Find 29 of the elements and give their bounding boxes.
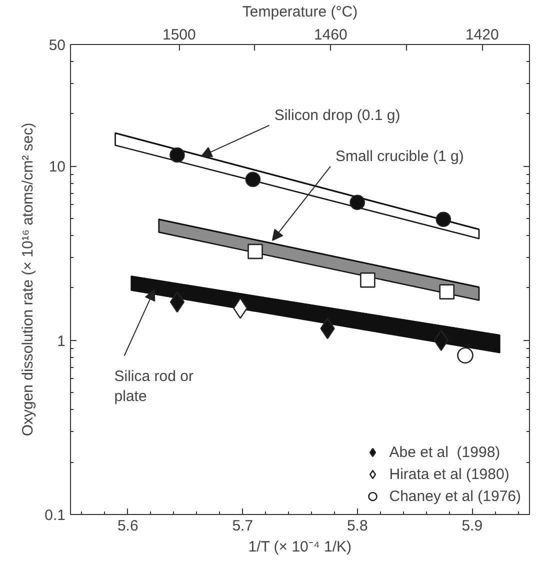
point [350,194,366,210]
x-tick-label: 5.8 [346,518,368,534]
point [170,291,185,313]
x2-tick-label: 1420 [465,26,499,44]
y-tick-label: 0.1 [44,507,66,524]
point [170,147,185,163]
point [436,212,452,228]
legend-label: Chaney et al (1976) [389,488,521,504]
x-tick-label: 5.7 [232,518,254,534]
point [457,347,474,364]
x-axis-title: 1/T (× 10⁻⁴ 1/K) [248,538,352,556]
y-tick-label: 50 [48,37,66,54]
annotation: Small crucible (1 g) [335,148,464,165]
legend-label: Abe et al (1998) [389,444,500,460]
y-tick-label: 10 [48,158,66,176]
legend-label: Hirata et al (1980) [389,466,510,482]
x-tick-label: 5.9 [462,518,483,534]
point [360,272,376,288]
y-axis-title: Oxygen dissolution rate (× 10¹⁶ atoms/cm² sec) [20,122,37,436]
y-tick-label: 1 [57,332,66,350]
point [248,244,263,260]
annotation: Silicon drop (0.1 g) [274,106,400,124]
x-tick-label: 5.6 [117,518,138,534]
x2-tick-label: 1500 [162,26,196,44]
point [439,284,455,300]
x2-axis-title: Temperature (°C) [242,4,358,20]
annotation: Silica rod or plate [114,368,194,406]
point [245,172,261,188]
x2-tick-label: 1460 [314,26,348,44]
